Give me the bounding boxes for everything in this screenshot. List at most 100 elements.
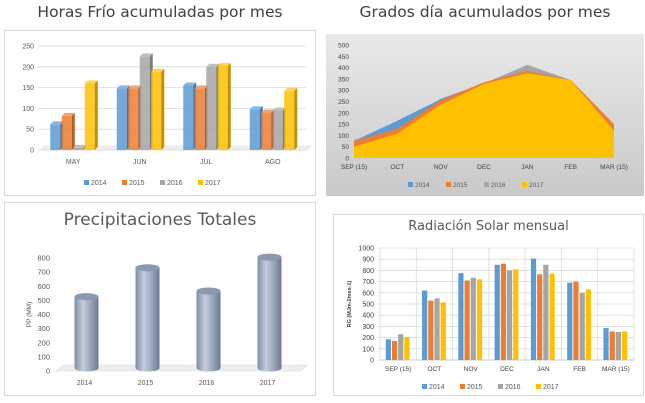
precip-cylinder-top bbox=[74, 293, 99, 301]
precip-floor bbox=[55, 364, 309, 372]
radiacion-bar bbox=[458, 273, 464, 360]
chart-panel-horas-frio bbox=[4, 30, 316, 196]
radiacion-bar bbox=[549, 273, 555, 360]
horas-frio-bar bbox=[73, 147, 84, 150]
radiacion-ytick: 100 bbox=[362, 346, 374, 353]
radiacion-legend-swatch bbox=[498, 384, 503, 389]
precip-ytick: 100 bbox=[37, 352, 50, 361]
horas-frio-ytick: 150 bbox=[22, 85, 34, 92]
radiacion-bar bbox=[391, 340, 398, 360]
horas-frio-ytick: 0 bbox=[30, 148, 34, 155]
radiacion-legend-swatch bbox=[536, 384, 541, 389]
grados-dia-legend-swatch bbox=[446, 182, 451, 187]
horas-frio-legend-swatch bbox=[160, 180, 165, 185]
radiacion-xtick: SEP (15) bbox=[385, 366, 411, 373]
horas-frio-bar-top bbox=[84, 80, 98, 84]
radiacion-bar bbox=[579, 292, 585, 360]
grados-dia-legend-swatch bbox=[408, 182, 413, 187]
horas-frio-bar bbox=[151, 71, 162, 150]
radiacion-bar bbox=[385, 339, 391, 360]
radiacion-ytick: 1000 bbox=[358, 246, 374, 253]
horas-frio-bar-side bbox=[94, 80, 98, 150]
precip-ytick: 600 bbox=[37, 282, 50, 291]
radiacion-ytick: 200 bbox=[362, 335, 374, 342]
grados-dia-legend-label: 2016 bbox=[491, 182, 506, 189]
horas-frio-bar-top bbox=[284, 87, 298, 91]
horas-frio-bar-top bbox=[206, 63, 220, 67]
radiacion-xtick: NOV bbox=[464, 366, 479, 373]
radiacion-xtick: DEC bbox=[500, 366, 514, 373]
horas-frio-ytick: 100 bbox=[22, 106, 34, 113]
radiacion-bar bbox=[513, 269, 519, 360]
precip-xtick: 2014 bbox=[77, 380, 93, 387]
radiacion-ytick: 800 bbox=[362, 268, 374, 275]
chart-title-horas-frio: Horas Frío acumuladas por mes bbox=[37, 3, 283, 21]
radiacion-bar bbox=[537, 274, 543, 360]
radiacion-bar bbox=[603, 328, 609, 360]
radiacion-xtick: OCT bbox=[428, 366, 442, 373]
radiacion-ytick: 600 bbox=[362, 290, 374, 297]
horas-frio-legend-label: 2014 bbox=[91, 180, 107, 187]
radiacion-legend-swatch bbox=[460, 384, 465, 389]
horas-frio-legend-swatch bbox=[84, 180, 89, 185]
horas-frio-bar-top bbox=[139, 53, 153, 57]
horas-frio-bar bbox=[249, 109, 260, 150]
horas-frio-bar bbox=[61, 115, 72, 150]
horas-frio-bar bbox=[116, 88, 127, 150]
horas-frio-bar-top bbox=[151, 68, 165, 72]
grados-dia-ytick: 450 bbox=[338, 54, 349, 61]
grados-dia-ytick: 500 bbox=[338, 43, 349, 50]
grados-dia-ytick: 0 bbox=[345, 156, 349, 163]
chart-title-grados-dia: Grados día acumulados por mes bbox=[359, 3, 611, 21]
radiacion-ytick: 500 bbox=[362, 302, 374, 309]
grados-dia-xtick: JAN bbox=[521, 164, 534, 171]
grados-dia-legend-swatch bbox=[484, 182, 489, 187]
radiacion-bar bbox=[567, 282, 573, 360]
radiacion-bar bbox=[609, 331, 615, 360]
radiacion-ytick: 0 bbox=[370, 358, 374, 365]
precip-ytick: 0 bbox=[46, 367, 50, 376]
horas-frio-bar bbox=[272, 110, 283, 150]
horas-frio-bar-top bbox=[50, 121, 64, 125]
horas-frio-xtick: JUL bbox=[200, 159, 213, 166]
grados-dia-ytick: 50 bbox=[342, 144, 350, 151]
precip-xtick: 2017 bbox=[260, 380, 276, 387]
horas-frio-legend-label: 2017 bbox=[205, 180, 221, 187]
radiacion-legend-label: 2017 bbox=[543, 384, 559, 391]
chart-title-radiacion: Radiación Solar mensual bbox=[408, 219, 569, 234]
radiacion-ytick: 300 bbox=[362, 324, 374, 331]
horas-frio-bar bbox=[128, 88, 139, 150]
horas-frio-bar bbox=[84, 83, 95, 150]
radiacion-bar bbox=[398, 334, 404, 360]
radiacion-xtick: MAR (15) bbox=[602, 366, 630, 373]
horas-frio-bar bbox=[50, 124, 61, 150]
radiacion-legend-label: 2016 bbox=[505, 384, 521, 391]
horas-frio-bar-top bbox=[261, 109, 275, 113]
horas-frio-bar bbox=[217, 65, 228, 150]
horas-frio-bar bbox=[139, 56, 150, 150]
grados-dia-ytick: 250 bbox=[338, 99, 349, 106]
horas-frio-xtick: AGO bbox=[265, 159, 281, 166]
horas-frio-bar-top bbox=[128, 85, 142, 89]
grados-dia-xtick: NOV bbox=[434, 164, 449, 171]
horas-frio-ytick: 200 bbox=[22, 64, 34, 71]
radiacion-xtick: FEB bbox=[573, 366, 586, 373]
grados-dia-legend-label: 2017 bbox=[529, 182, 544, 189]
horas-frio-legend-label: 2016 bbox=[167, 180, 183, 187]
horas-frio-xtick: JUN bbox=[133, 159, 147, 166]
grados-dia-xtick: OCT bbox=[390, 164, 404, 171]
grados-dia-ytick: 350 bbox=[338, 76, 349, 83]
radiacion-bar bbox=[622, 331, 628, 360]
horas-frio-bar-top bbox=[249, 106, 263, 110]
horas-frio-bar-side bbox=[161, 68, 165, 150]
radiacion-bar bbox=[585, 289, 591, 360]
chart-title-precipitaciones: Precipitaciones Totales bbox=[63, 210, 257, 230]
grados-dia-ytick: 100 bbox=[338, 133, 349, 140]
horas-frio-bar bbox=[284, 90, 295, 150]
grados-dia-legend-label: 2015 bbox=[453, 182, 468, 189]
precip-ytick: 700 bbox=[37, 268, 50, 277]
radiacion-bar bbox=[494, 264, 500, 360]
